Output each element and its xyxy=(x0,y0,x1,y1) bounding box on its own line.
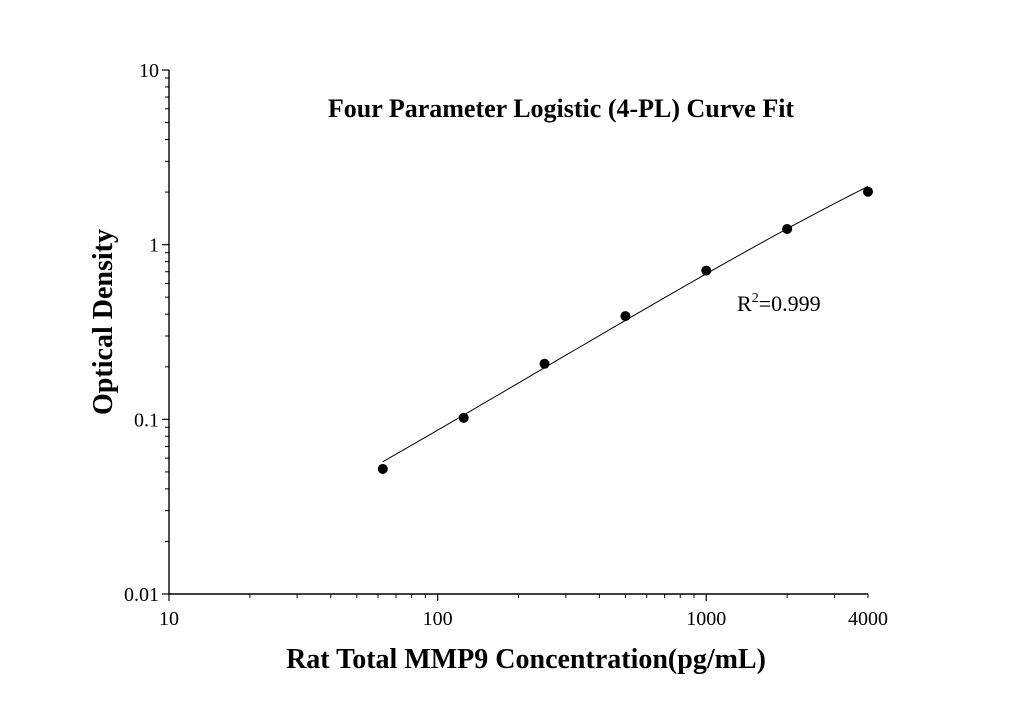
x-tick-label: 1000 xyxy=(686,608,726,630)
data-point xyxy=(458,412,469,423)
data-point xyxy=(620,311,631,322)
data-point xyxy=(377,463,388,474)
x-tick-label: 4000 xyxy=(848,608,888,630)
chart-title: Four Parameter Logistic (4-PL) Curve Fit xyxy=(328,94,795,123)
y-tick-label: 0.01 xyxy=(124,584,159,606)
y-tick-label: 10 xyxy=(139,60,159,82)
r-squared-superscript: 2 xyxy=(752,291,759,306)
data-point xyxy=(782,223,793,234)
r-squared-value: =0.999 xyxy=(759,291,821,316)
y-ticks: 10 1 0.1 0.01 xyxy=(124,60,169,606)
r-squared-annotation: R2=0.999 xyxy=(737,291,821,316)
x-ticks: 10 100 1000 4000 xyxy=(159,594,888,630)
data-point xyxy=(863,186,873,197)
fit-curve xyxy=(382,186,869,463)
x-axis-title: Rat Total MMP9 Concentration(pg/mL) xyxy=(286,644,766,675)
data-point xyxy=(701,265,712,276)
y-axis-title: Optical Density xyxy=(88,229,119,415)
y-tick-label: 0.1 xyxy=(134,409,159,431)
r-squared-base: R xyxy=(737,291,752,316)
y-tick-label: 1 xyxy=(149,235,159,257)
data-point xyxy=(539,358,550,369)
plot-area: 10 1 0.1 0.01 10 100 1000 4000 xyxy=(124,60,888,630)
x-tick-label: 10 xyxy=(159,608,179,630)
x-tick-label: 100 xyxy=(423,608,453,630)
data-points xyxy=(377,186,873,474)
